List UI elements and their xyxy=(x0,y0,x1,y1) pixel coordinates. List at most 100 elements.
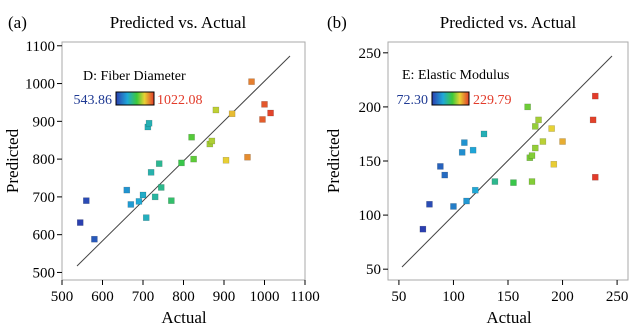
data-point xyxy=(151,193,159,201)
y-axis-label: Predicted xyxy=(324,128,343,193)
data-point xyxy=(155,160,163,167)
data-points xyxy=(76,78,274,243)
x-tick-label: 200 xyxy=(551,289,574,305)
data-point xyxy=(139,191,147,199)
data-points xyxy=(419,92,599,233)
data-point xyxy=(461,139,468,146)
y-tick-label: 1100 xyxy=(26,39,55,55)
data-point xyxy=(472,186,479,194)
data-point xyxy=(147,169,155,176)
x-tick-label: 700 xyxy=(132,289,155,305)
data-point xyxy=(222,156,230,164)
x-tick-label: 500 xyxy=(51,289,74,305)
data-point xyxy=(190,155,197,163)
x-ticks: 500 600 700 800 900 1000 1100 xyxy=(51,280,320,305)
data-point xyxy=(528,152,536,159)
data-point xyxy=(592,92,599,100)
data-point xyxy=(228,110,236,118)
x-tick-label: 150 xyxy=(497,289,520,305)
data-point xyxy=(491,178,499,185)
data-point xyxy=(188,133,195,141)
y-tick-label: 150 xyxy=(359,154,382,170)
data-point xyxy=(212,106,220,114)
panel-label: (b) xyxy=(327,13,347,32)
colorbar-min-label: 543.86 xyxy=(74,93,113,108)
y-tick-label: 900 xyxy=(33,114,56,130)
data-point xyxy=(267,109,274,117)
data-point xyxy=(559,138,566,145)
x-axis-label: Actual xyxy=(486,308,532,327)
y-ticks: 50 100 150 200 250 xyxy=(359,46,388,278)
data-point xyxy=(548,125,555,132)
data-point xyxy=(168,197,175,204)
panel-b: (b) Predicted vs. Actual 50 100 150 200 250 … xyxy=(324,13,629,327)
legend-title: D: Fiber Diameter xyxy=(83,69,186,84)
panel-label: (a) xyxy=(8,13,27,32)
data-point xyxy=(469,146,477,154)
data-point xyxy=(127,201,135,208)
chart-title: Predicted vs. Actual xyxy=(110,13,247,32)
x-tick-label: 100 xyxy=(442,289,465,305)
y-tick-label: 50 xyxy=(366,262,381,278)
colorbar xyxy=(115,91,155,106)
data-point xyxy=(83,197,90,204)
data-point xyxy=(532,123,539,130)
x-tick-label: 900 xyxy=(213,289,236,305)
data-point xyxy=(589,116,597,124)
data-point xyxy=(142,214,150,221)
data-point xyxy=(550,160,558,168)
reference-line xyxy=(401,55,613,268)
data-point xyxy=(248,78,255,85)
data-point xyxy=(157,184,165,191)
data-point xyxy=(510,179,517,186)
data-point xyxy=(178,159,185,167)
legend-title: E: Elastic Modulus xyxy=(402,68,509,83)
y-tick-label: 600 xyxy=(33,228,56,244)
y-tick-label: 700 xyxy=(33,190,56,206)
x-tick-label: 800 xyxy=(172,289,195,305)
y-tick-label: 800 xyxy=(33,152,56,168)
data-point xyxy=(259,116,266,123)
data-point xyxy=(76,219,84,226)
data-point xyxy=(208,137,216,145)
data-point xyxy=(528,178,536,185)
data-point xyxy=(480,130,488,138)
data-point xyxy=(450,203,457,210)
data-point xyxy=(532,144,539,152)
x-tick-label: 50 xyxy=(391,289,406,305)
data-point xyxy=(135,198,143,205)
x-tick-label: 250 xyxy=(606,289,629,305)
data-point xyxy=(539,138,547,145)
y-tick-label: 100 xyxy=(359,208,382,224)
x-ticks: 50 100 150 200 250 xyxy=(391,280,628,305)
y-tick-label: 250 xyxy=(359,46,382,62)
data-point xyxy=(145,119,153,127)
x-tick-label: 600 xyxy=(91,289,114,305)
data-point xyxy=(426,201,433,208)
data-point xyxy=(437,163,444,170)
colorbar-min-label: 72.30 xyxy=(397,93,429,108)
x-tick-label: 1000 xyxy=(250,289,280,305)
y-tick-label: 1000 xyxy=(25,77,55,93)
colorbar-max-label: 229.79 xyxy=(473,93,512,108)
panel-a: (a) Predicted vs. Actual 500 600 700 800 900… xyxy=(3,13,320,327)
y-tick-label: 200 xyxy=(359,100,382,116)
x-axis-label: Actual xyxy=(161,308,207,327)
data-point xyxy=(463,197,470,205)
y-axis-label: Predicted xyxy=(3,128,22,193)
data-point xyxy=(123,186,131,194)
data-point xyxy=(524,103,531,111)
data-point xyxy=(458,149,466,156)
chart-title: Predicted vs. Actual xyxy=(440,13,577,32)
y-tick-label: 500 xyxy=(33,265,56,281)
data-point xyxy=(535,116,542,124)
data-point xyxy=(261,101,268,108)
data-point xyxy=(441,171,448,179)
data-point xyxy=(419,225,427,233)
y-ticks: 500 600 700 800 900 1000 1100 xyxy=(25,39,62,281)
colorbar xyxy=(431,91,470,106)
data-point xyxy=(244,153,251,161)
colorbar-max-label: 1022.08 xyxy=(157,93,203,108)
x-tick-label: 1100 xyxy=(290,289,319,305)
